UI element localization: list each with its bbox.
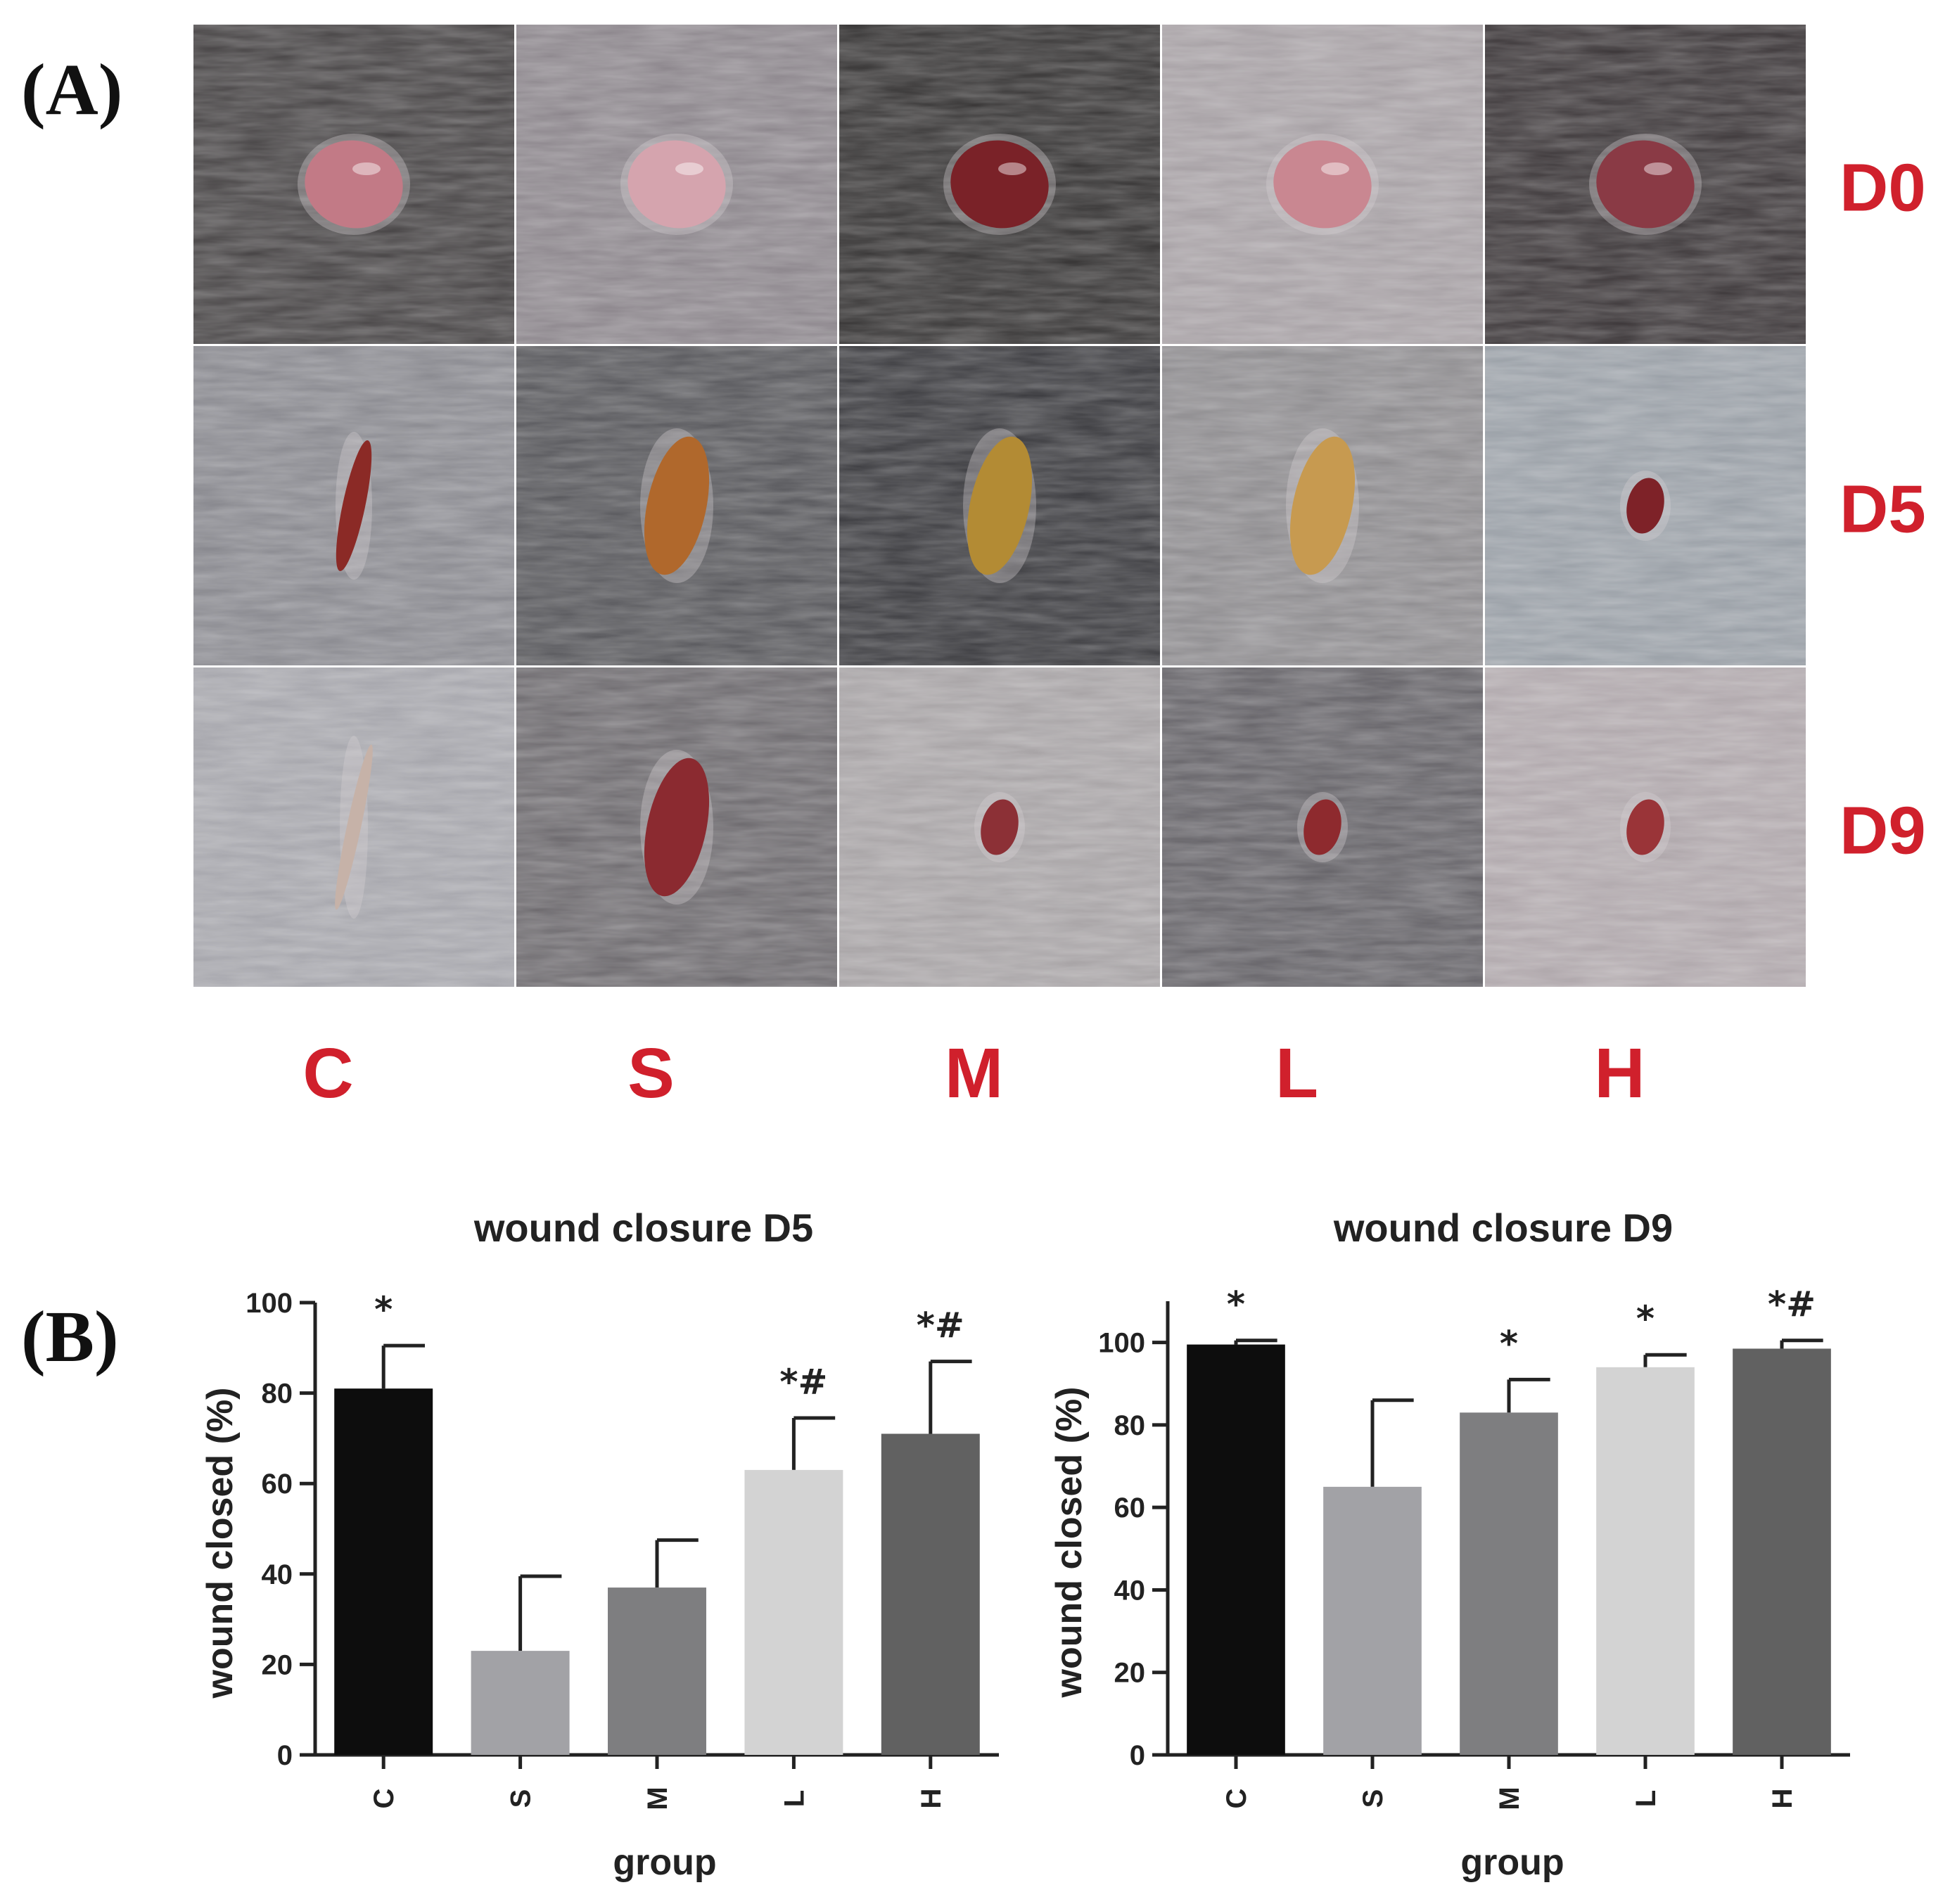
wound-photo-D0-S [516, 25, 837, 344]
x-tick-label-M: M [1494, 1787, 1525, 1810]
significance-mark-H: *# [917, 1305, 964, 1346]
row-label-D9: D9 [1840, 793, 1926, 869]
y-tick-label: 20 [1114, 1658, 1146, 1689]
wound-photo-D0-L [1162, 25, 1483, 344]
panel-b-letter: (B) [21, 1296, 119, 1377]
y-tick-label: 0 [277, 1740, 293, 1771]
wound-photo-D9-M [839, 667, 1160, 987]
wound-photo-D5-H [1485, 346, 1806, 665]
y-tick-label: 80 [262, 1379, 293, 1410]
x-tick-label-H: H [916, 1789, 947, 1809]
bar-C [334, 1388, 433, 1755]
column-label-C: C [302, 1034, 353, 1113]
x-tick-label-H: H [1767, 1789, 1798, 1809]
chart-title: wound closure D5 [473, 1206, 813, 1250]
bar-S [1323, 1486, 1422, 1755]
chart-title: wound closure D9 [1333, 1206, 1673, 1250]
x-tick-label-S: S [506, 1789, 537, 1808]
x-tick-label-S: S [1358, 1789, 1389, 1808]
x-axis-label: group [613, 1842, 716, 1883]
bar-M [1460, 1412, 1558, 1755]
x-tick-label-L: L [1631, 1790, 1662, 1807]
photo-grid [193, 25, 1806, 987]
bar-H [1733, 1348, 1831, 1755]
significance-mark-L: *# [779, 1362, 827, 1403]
y-tick-label: 100 [246, 1288, 293, 1319]
x-tick-label-M: M [642, 1787, 673, 1810]
wound-photo-D9-H [1485, 667, 1806, 987]
bar-L [744, 1469, 843, 1755]
significance-mark-H: *# [1768, 1284, 1816, 1325]
wound-photo-D9-L [1162, 667, 1483, 987]
significance-mark-M: * [1500, 1323, 1518, 1364]
wound-photo-D0-C [193, 25, 514, 344]
significance-mark-L: * [1636, 1298, 1655, 1339]
panel-a-letter: (A) [21, 49, 122, 130]
x-tick-label-C: C [1221, 1789, 1252, 1809]
column-label-S: S [627, 1034, 675, 1113]
chart-wound-closure-d5: wound closure D5 wound closed (%) group 0 20… [200, 1206, 999, 1883]
y-tick-label: 20 [262, 1649, 293, 1680]
column-label-M: M [945, 1034, 1003, 1113]
row-labels: D0 D5 D9 [1840, 151, 1926, 869]
bar-H [881, 1433, 980, 1755]
row-label-D0: D0 [1840, 151, 1926, 226]
y-tick-label: 60 [1114, 1493, 1146, 1523]
wound-photo-D0-H [1485, 25, 1806, 344]
x-tick-label-C: C [369, 1789, 400, 1809]
wound-photo-D5-M [839, 346, 1160, 665]
y-tick-label: 40 [262, 1559, 293, 1590]
row-label-D5: D5 [1840, 472, 1926, 547]
bar-M [608, 1587, 706, 1755]
bar-C [1187, 1344, 1285, 1755]
wound-photo-D9-S [516, 667, 837, 987]
x-axis-label: group [1460, 1842, 1564, 1883]
y-axis-label: wound closed (%) [200, 1388, 241, 1699]
wound-photo-D5-L [1162, 346, 1483, 665]
wound-photo-D0-M [839, 25, 1160, 344]
y-tick-label: 40 [1114, 1575, 1146, 1606]
chart-wound-closure-d9: wound closure D9 wound closed (%) group 0 20… [1049, 1206, 1850, 1883]
y-tick-label: 80 [1114, 1410, 1146, 1441]
column-label-H: H [1594, 1034, 1645, 1113]
wound-photo-D5-C [193, 346, 514, 665]
wound-photo-D9-C [193, 667, 514, 987]
bar-L [1596, 1367, 1695, 1755]
y-tick-label: 60 [262, 1469, 293, 1500]
y-tick-label: 0 [1130, 1740, 1145, 1771]
significance-mark-C: * [1227, 1284, 1245, 1325]
x-tick-label-L: L [779, 1790, 810, 1807]
significance-mark-C: * [374, 1289, 393, 1330]
y-axis-label: wound closed (%) [1049, 1387, 1090, 1699]
bar-S [471, 1651, 570, 1755]
y-tick-label: 100 [1098, 1328, 1145, 1359]
column-label-L: L [1275, 1034, 1318, 1113]
wound-photo-D5-S [516, 346, 837, 665]
